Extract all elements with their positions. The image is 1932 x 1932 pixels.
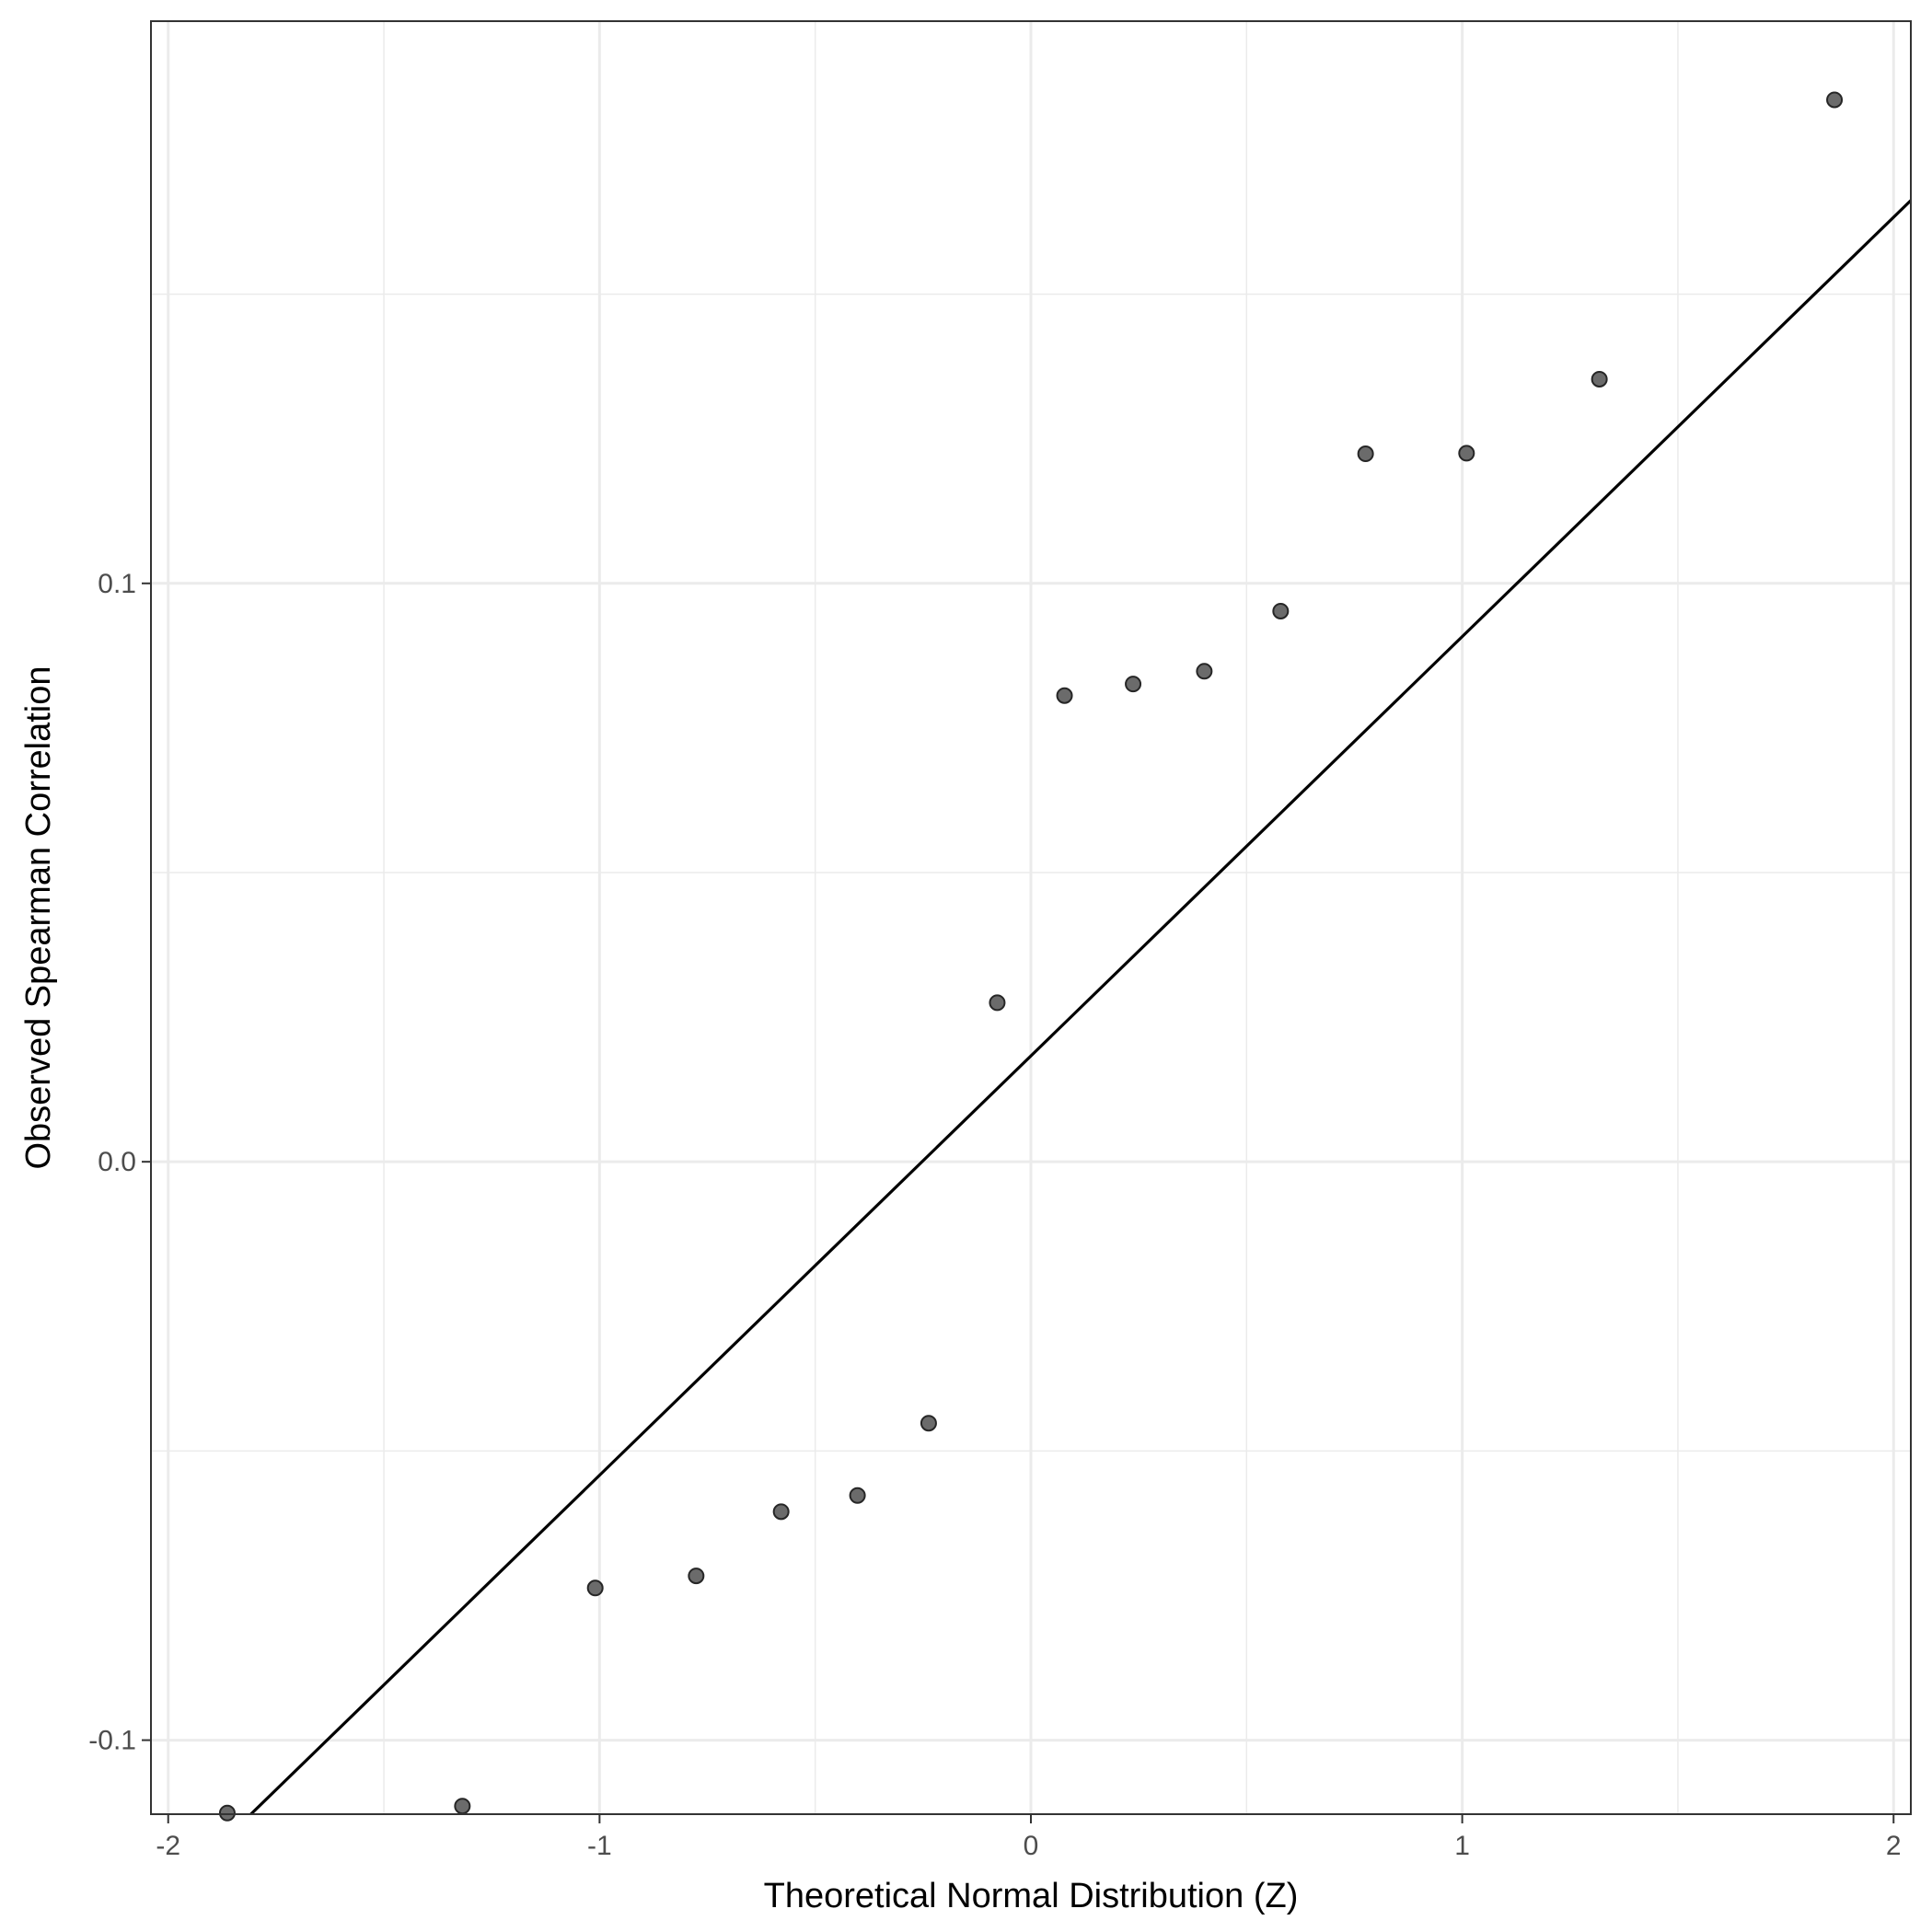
- qq-reference-line: [249, 199, 1911, 1814]
- data-point: [1272, 602, 1290, 619]
- data-point: [920, 1415, 937, 1432]
- data-point: [1357, 445, 1374, 463]
- x-axis: -2 -1 0 1 2: [156, 1814, 1902, 1861]
- x-tick-label: 2: [1886, 1831, 1902, 1861]
- y-tick-label: 0.1: [98, 569, 136, 599]
- data-point: [1125, 676, 1142, 693]
- data-point: [688, 1568, 705, 1585]
- data-point: [1826, 91, 1844, 109]
- y-axis-title: Observed Spearman Correlation: [19, 665, 58, 1169]
- data-point: [454, 1798, 471, 1815]
- data-point: [586, 1579, 604, 1597]
- x-tick-label: -1: [587, 1831, 612, 1861]
- x-tick-label: -2: [156, 1831, 180, 1861]
- data-point: [1458, 445, 1475, 462]
- y-tick-label: -0.1: [88, 1726, 136, 1756]
- y-axis: -0.1 0.0 0.1: [88, 569, 151, 1756]
- data-point: [1591, 370, 1608, 388]
- x-axis-title: Theoretical Normal Distribution (Z): [764, 1877, 1299, 1915]
- reference-line-layer: [249, 199, 1911, 1814]
- data-points: [218, 91, 1844, 1822]
- data-point: [1196, 663, 1213, 680]
- data-point: [772, 1503, 790, 1521]
- major-gridlines: [151, 21, 1911, 1814]
- data-point: [989, 994, 1006, 1012]
- data-point: [849, 1487, 866, 1504]
- data-point: [1056, 687, 1073, 704]
- x-tick-label: 0: [1024, 1831, 1039, 1861]
- y-tick-label: 0.0: [98, 1147, 136, 1177]
- data-point: [218, 1804, 236, 1822]
- x-tick-label: 1: [1454, 1831, 1470, 1861]
